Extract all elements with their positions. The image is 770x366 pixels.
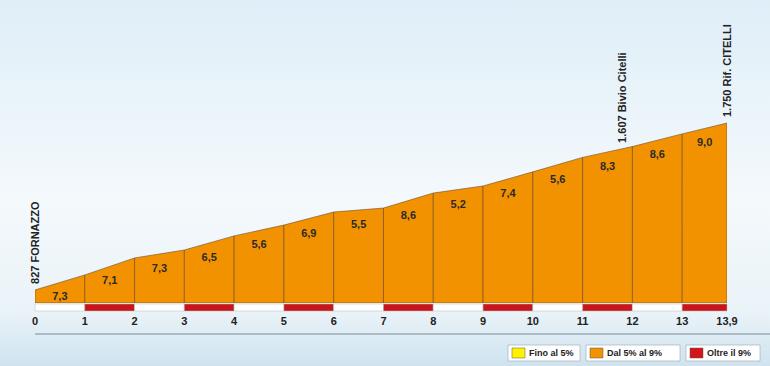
svg-text:8,6: 8,6: [650, 148, 665, 160]
svg-text:1.750 Rif. CITELLI: 1.750 Rif. CITELLI: [721, 24, 733, 117]
svg-text:9: 9: [480, 315, 486, 327]
svg-text:11: 11: [577, 315, 589, 327]
svg-text:7,1: 7,1: [102, 274, 117, 286]
svg-text:3: 3: [181, 315, 187, 327]
svg-text:7: 7: [380, 315, 386, 327]
svg-text:Fino al 5%: Fino al 5%: [529, 348, 574, 358]
svg-text:7,3: 7,3: [52, 290, 67, 302]
svg-text:5: 5: [281, 315, 287, 327]
svg-text:4: 4: [231, 315, 238, 327]
svg-text:7,3: 7,3: [152, 262, 167, 274]
svg-text:Oltre il 9%: Oltre il 9%: [707, 348, 751, 358]
svg-text:8,6: 8,6: [401, 209, 416, 221]
svg-text:6,5: 6,5: [202, 251, 217, 263]
svg-text:12: 12: [626, 315, 638, 327]
svg-text:Dal 5% al 9%: Dal 5% al 9%: [607, 348, 662, 358]
svg-text:1: 1: [82, 315, 88, 327]
svg-text:2: 2: [132, 315, 138, 327]
svg-text:827 FORNAZZO: 827 FORNAZZO: [29, 201, 41, 284]
svg-text:5,6: 5,6: [251, 238, 266, 250]
svg-text:5,6: 5,6: [550, 173, 565, 185]
svg-text:5,5: 5,5: [351, 218, 366, 230]
svg-text:6: 6: [331, 315, 337, 327]
svg-text:10: 10: [527, 315, 539, 327]
svg-text:9,0: 9,0: [697, 136, 712, 148]
svg-text:7,4: 7,4: [500, 187, 516, 199]
svg-text:0: 0: [32, 315, 38, 327]
svg-text:13: 13: [676, 315, 688, 327]
svg-text:13,9: 13,9: [716, 315, 737, 327]
svg-text:6,9: 6,9: [301, 227, 316, 239]
svg-text:1.607 Bivio Citelli: 1.607 Bivio Citelli: [616, 52, 628, 142]
svg-text:8: 8: [430, 315, 436, 327]
svg-text:5,2: 5,2: [451, 198, 466, 210]
svg-text:8,3: 8,3: [600, 160, 615, 172]
